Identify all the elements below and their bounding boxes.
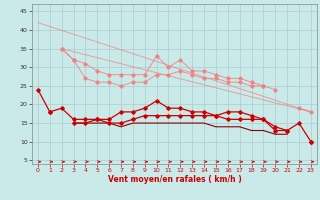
X-axis label: Vent moyen/en rafales ( km/h ): Vent moyen/en rafales ( km/h ) [108, 175, 241, 184]
